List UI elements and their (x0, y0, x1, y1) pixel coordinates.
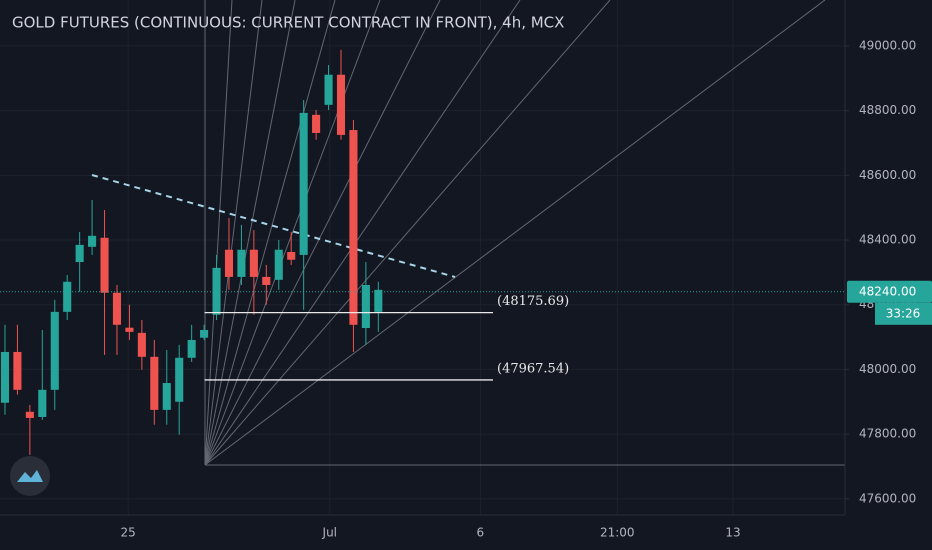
countdown-badge (875, 302, 932, 325)
y-tick-label: 48000.00 (859, 362, 916, 376)
candle-body (112, 292, 122, 325)
candle-body (0, 351, 10, 403)
y-tick-label: 47600.00 (859, 491, 916, 505)
candle-body (324, 74, 333, 105)
trend-line (91, 174, 456, 278)
last-price-label: 48240.00 (859, 284, 916, 298)
last-price-badge (847, 280, 932, 303)
x-tick-label: 13 (725, 526, 740, 540)
grid (0, 0, 845, 515)
y-tick-label: 48800.00 (859, 103, 916, 117)
candle-body (150, 356, 159, 410)
candle-body (38, 389, 47, 417)
candle-body (299, 112, 308, 255)
fan-line (204, 0, 263, 466)
candle-body (50, 311, 59, 390)
candle-body (63, 281, 72, 312)
fan-line (204, 0, 233, 466)
candle-body (287, 252, 296, 260)
fan-line (204, 0, 381, 466)
candle-body (336, 74, 346, 135)
chart-title: GOLD FUTURES (CONTINUOUS: CURRENT CONTRA… (12, 14, 564, 32)
candle-body (237, 249, 246, 277)
candle-body (137, 332, 146, 357)
gann-fan (204, 0, 845, 466)
plot (0, 49, 383, 455)
y-tick-label: 48400.00 (859, 233, 916, 247)
level-label: (48175.69) (497, 294, 569, 309)
x-tick-label: Jul (322, 526, 337, 540)
countdown: 33:26 (886, 306, 921, 320)
candle-body (274, 249, 283, 280)
candle-body (224, 249, 234, 277)
fan-line (204, 0, 296, 466)
fan-line (204, 0, 521, 466)
candle-body (187, 339, 196, 358)
candle-body (162, 383, 171, 410)
y-tick-label: 47800.00 (859, 427, 916, 441)
fan-line (204, 0, 826, 466)
candle-body (100, 237, 109, 293)
candle-body (361, 284, 370, 329)
candle-body (125, 327, 134, 332)
fan-line (204, 0, 611, 466)
level-label: (47967.54) (497, 361, 569, 376)
candle-body (25, 411, 34, 418)
candle-body (88, 235, 97, 247)
candle-body (349, 130, 358, 325)
logo (10, 456, 50, 496)
x-tick-label: 6 (477, 526, 485, 540)
x-tick-label: 21:00 (600, 526, 635, 540)
candle-body (262, 276, 271, 285)
y-tick-label: 48600.00 (859, 168, 916, 182)
fan-line (204, 0, 441, 466)
candle-body (13, 351, 22, 390)
candle-body (374, 289, 383, 312)
x-tick-label: 25 (121, 526, 136, 540)
candle-body (175, 357, 184, 402)
y-tick-label: 49000.00 (859, 38, 916, 52)
fan-line (204, 0, 336, 466)
candle-body (75, 244, 84, 263)
candle-body (249, 249, 258, 277)
candle-body (200, 329, 209, 338)
candle-body (312, 114, 321, 133)
